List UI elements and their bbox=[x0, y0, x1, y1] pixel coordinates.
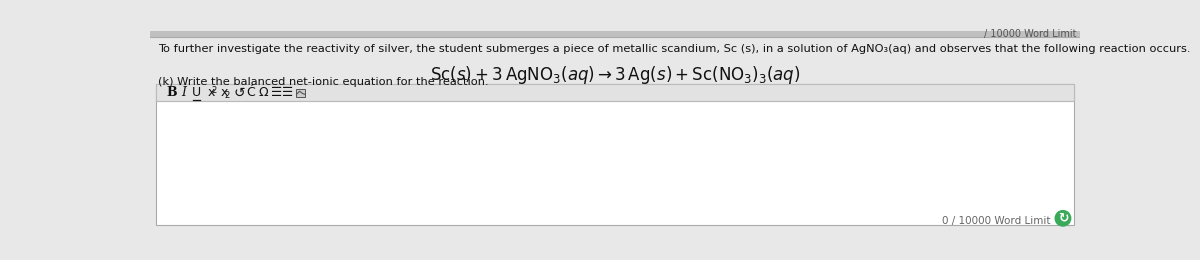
Text: ☰: ☰ bbox=[271, 86, 282, 99]
Text: 0 / 10000 Word Limit: 0 / 10000 Word Limit bbox=[942, 216, 1050, 226]
Text: Ω: Ω bbox=[258, 86, 268, 99]
Text: U: U bbox=[192, 86, 202, 99]
Text: x: x bbox=[221, 86, 228, 99]
FancyBboxPatch shape bbox=[150, 31, 1080, 37]
Text: 2: 2 bbox=[224, 90, 230, 100]
Text: $\mathrm{Sc}(s) + 3\,\mathrm{AgNO_3}(aq) \rightarrow 3\,\mathrm{Ag}(s) + \mathrm: $\mathrm{Sc}(s) + 3\,\mathrm{AgNO_3}(aq)… bbox=[430, 63, 800, 86]
Text: ↻: ↻ bbox=[1057, 212, 1068, 225]
Text: B: B bbox=[167, 86, 178, 99]
Text: ☰: ☰ bbox=[282, 86, 294, 99]
Circle shape bbox=[1055, 211, 1070, 226]
Text: / 10000 Word Limit: / 10000 Word Limit bbox=[984, 29, 1076, 39]
Text: I: I bbox=[181, 86, 187, 99]
Text: Ć: Ć bbox=[246, 86, 256, 99]
Text: ↺: ↺ bbox=[233, 86, 245, 100]
Text: 2: 2 bbox=[211, 86, 217, 95]
Text: (k) Write the balanced net-ionic equation for the reaction.: (k) Write the balanced net-ionic equatio… bbox=[157, 77, 488, 87]
FancyBboxPatch shape bbox=[156, 84, 1074, 101]
Text: To further investigate the reactivity of silver, the student submerges a piece o: To further investigate the reactivity of… bbox=[157, 43, 1190, 54]
Text: x: x bbox=[208, 86, 215, 99]
FancyBboxPatch shape bbox=[295, 89, 305, 97]
FancyBboxPatch shape bbox=[156, 84, 1074, 225]
